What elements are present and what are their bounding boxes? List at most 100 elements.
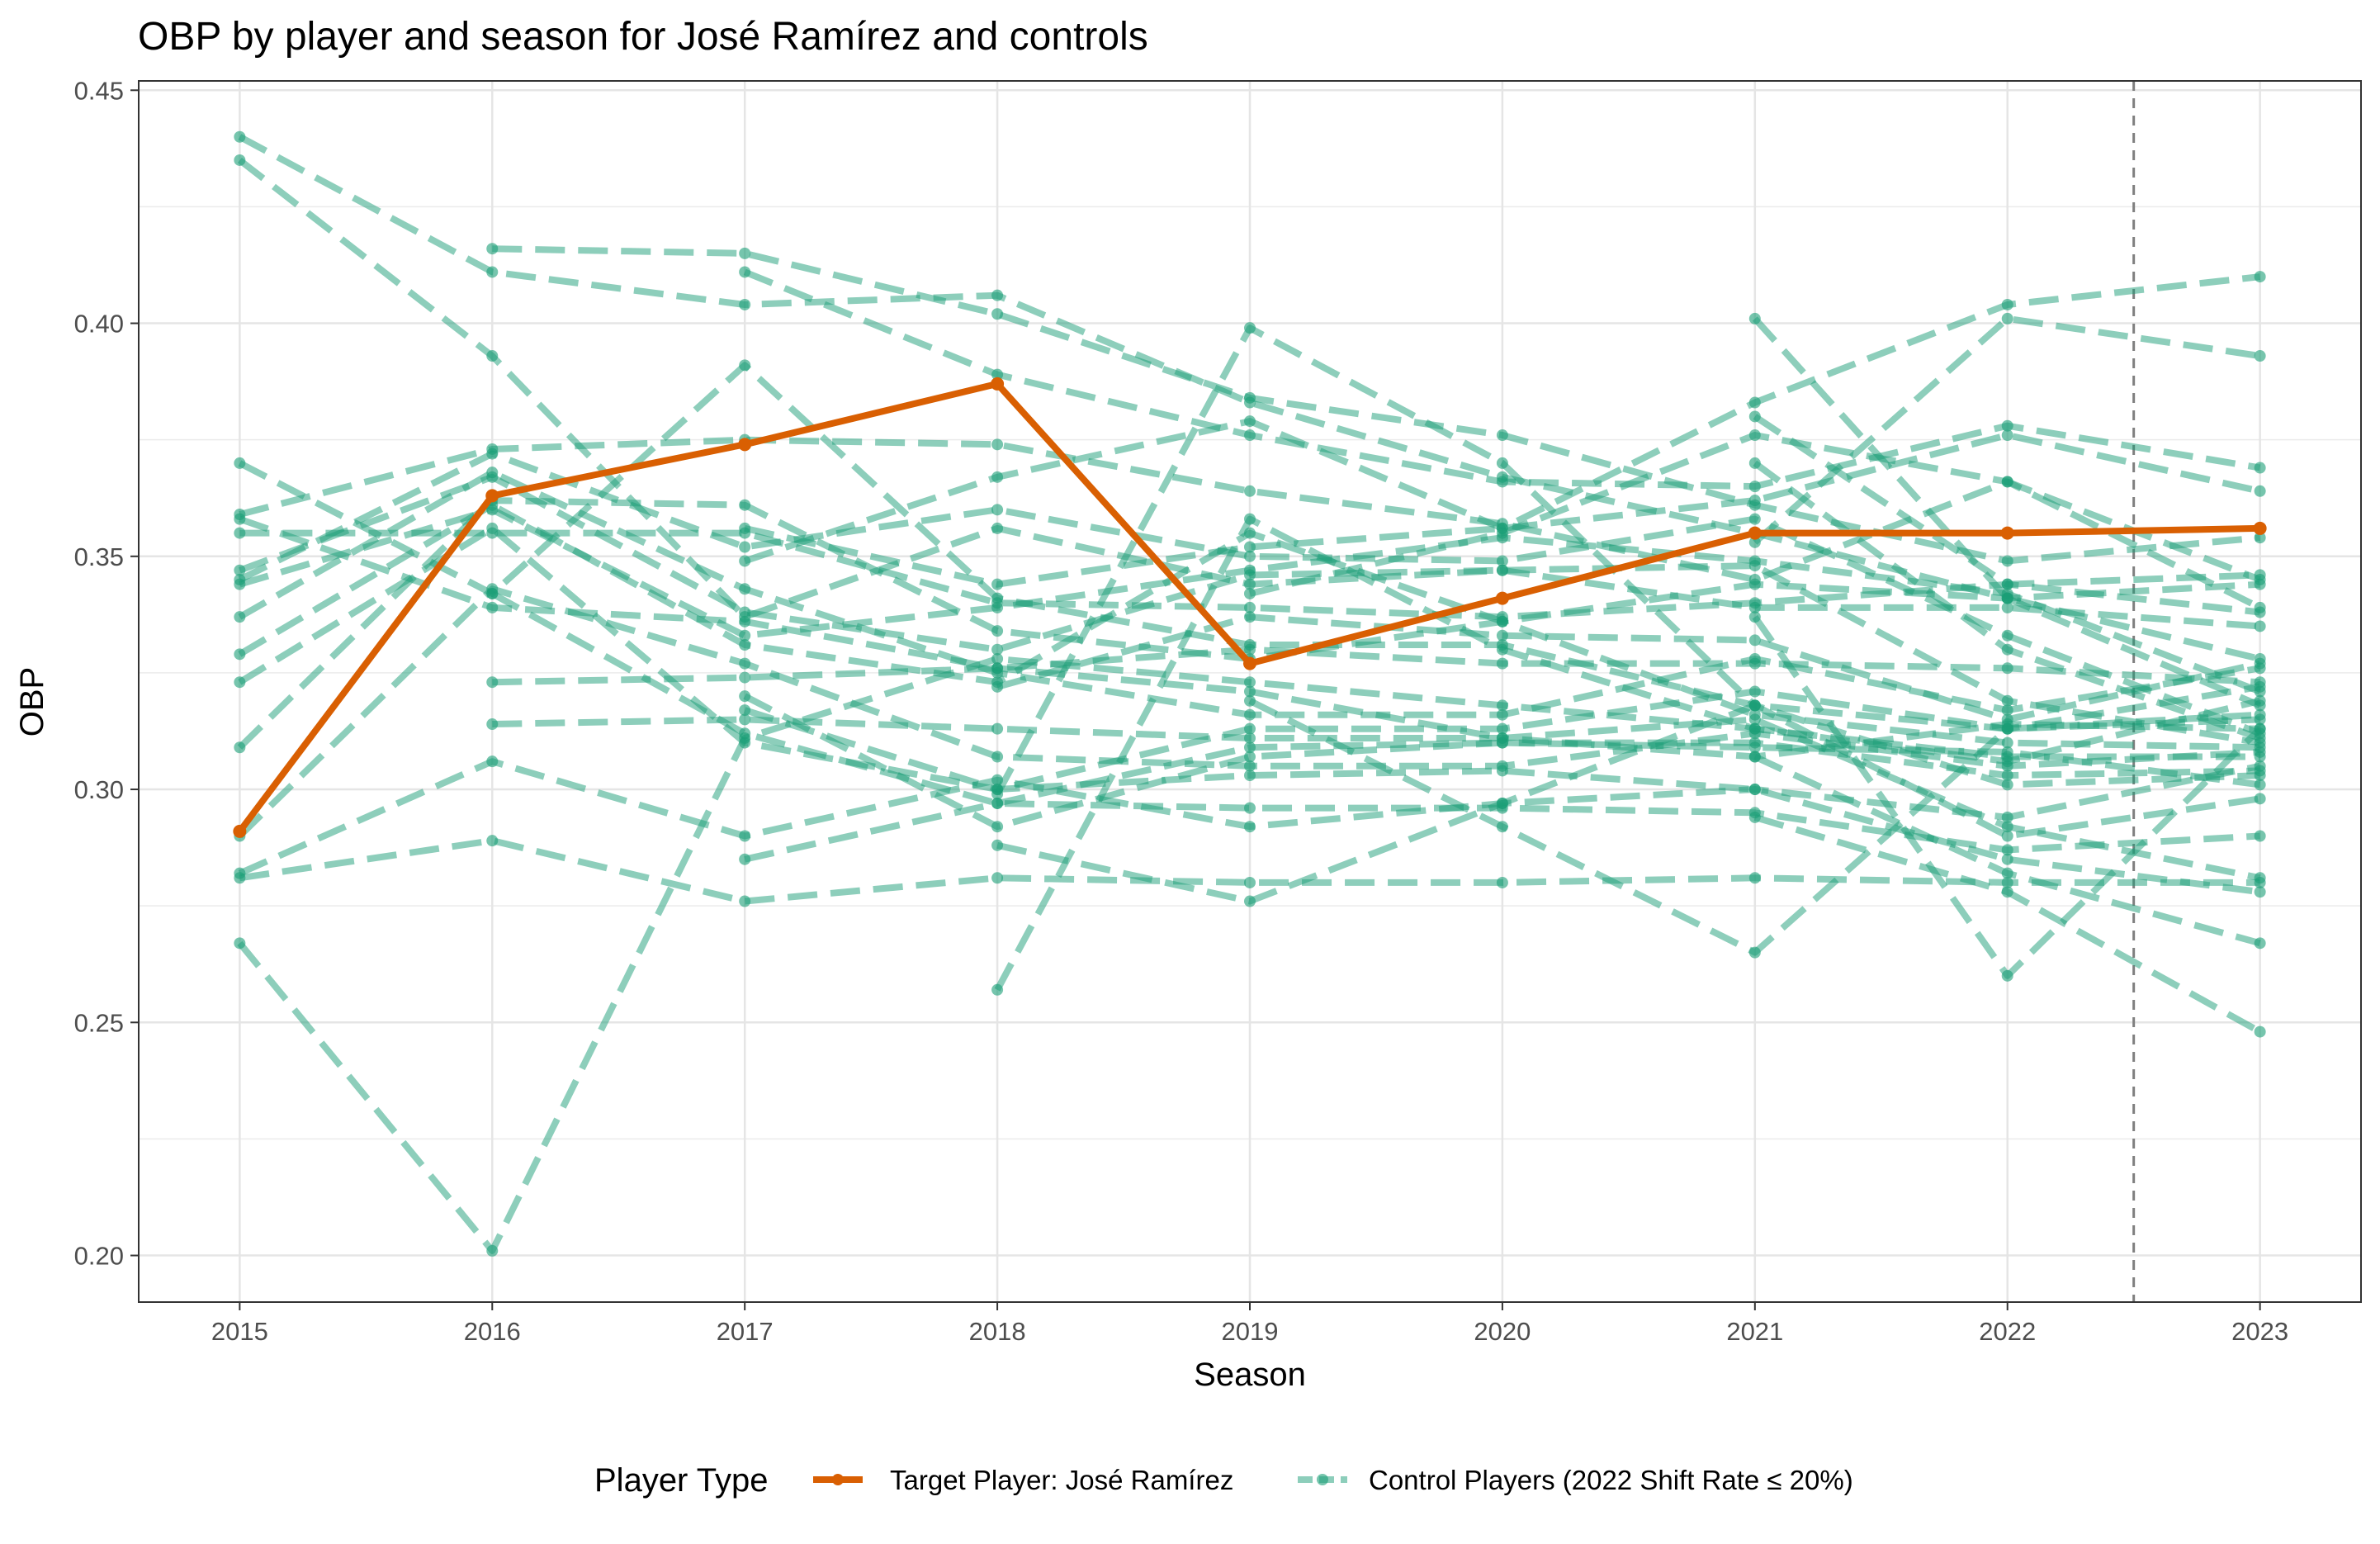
control-point xyxy=(991,751,1004,763)
control-series-line-21 xyxy=(490,590,2260,854)
control-point xyxy=(2254,765,2266,777)
control-point xyxy=(1748,657,1761,670)
control-point xyxy=(1244,722,1256,735)
control-point xyxy=(991,438,1004,451)
control-point xyxy=(991,788,1004,800)
control-point xyxy=(2001,821,2013,833)
control-point xyxy=(2001,713,2013,726)
target-point xyxy=(2000,526,2014,540)
control-point xyxy=(739,853,751,865)
control-point xyxy=(1496,629,1508,642)
control-point xyxy=(1244,415,1256,428)
control-point xyxy=(739,606,751,618)
control-point xyxy=(2254,732,2266,744)
control-point xyxy=(1496,527,1508,539)
control-point xyxy=(739,639,751,651)
control-point xyxy=(2254,708,2266,721)
y-tick-label: 0.35 xyxy=(74,542,124,571)
control-point xyxy=(1496,765,1508,777)
control-point xyxy=(2254,485,2266,497)
control-point xyxy=(2254,578,2266,590)
y-tick-label: 0.25 xyxy=(74,1008,124,1037)
control-point xyxy=(1244,732,1256,744)
control-point xyxy=(2254,937,2266,950)
control-point xyxy=(991,368,1004,381)
control-point xyxy=(991,522,1004,534)
target-point xyxy=(1748,526,1762,540)
control-point xyxy=(739,895,751,907)
control-point xyxy=(486,1244,499,1257)
control-point xyxy=(2001,629,2013,642)
control-point xyxy=(1748,597,1761,609)
control-point xyxy=(234,130,246,143)
target-series-group xyxy=(233,377,2267,838)
x-tick-label: 2021 xyxy=(1726,1317,1783,1346)
control-point xyxy=(486,243,499,255)
control-point xyxy=(739,266,751,278)
control-series-line-8 xyxy=(238,450,2262,737)
control-point xyxy=(1748,685,1761,698)
control-point xyxy=(1496,797,1508,809)
control-point xyxy=(1748,495,1761,507)
control-point xyxy=(1244,485,1256,497)
target-point xyxy=(233,824,247,838)
control-point xyxy=(2001,844,2013,856)
control-point xyxy=(2001,429,2013,442)
control-point xyxy=(1496,657,1508,670)
target-point xyxy=(485,489,499,503)
control-point xyxy=(1496,876,1508,888)
control-point xyxy=(1748,634,1761,646)
control-point xyxy=(1244,578,1256,590)
control-point xyxy=(1496,615,1508,628)
control-point xyxy=(991,797,1004,809)
control-point xyxy=(2001,811,2013,823)
control-point xyxy=(1244,611,1256,623)
control-point xyxy=(739,522,751,534)
control-point xyxy=(2001,555,2013,567)
control-point xyxy=(1748,872,1761,884)
control-point xyxy=(991,289,1004,301)
control-point xyxy=(234,527,246,539)
control-point xyxy=(2001,722,2013,735)
control-point xyxy=(1244,770,1256,782)
control-point xyxy=(1244,685,1256,698)
control-point xyxy=(1244,429,1256,442)
control-point xyxy=(1748,481,1761,493)
control-point xyxy=(739,359,751,372)
y-tick-label: 0.40 xyxy=(74,310,124,339)
control-point xyxy=(1496,457,1508,469)
control-point xyxy=(991,983,1004,996)
control-point xyxy=(1244,550,1256,562)
control-series-line-19 xyxy=(492,646,2260,686)
legend-key-control-point xyxy=(1317,1474,1328,1485)
control-point xyxy=(1244,601,1256,613)
control-point xyxy=(234,154,246,166)
control-point xyxy=(991,774,1004,786)
x-tick-label: 2023 xyxy=(2231,1317,2288,1346)
control-point xyxy=(991,471,1004,483)
control-point xyxy=(234,578,246,590)
control-point xyxy=(2001,867,2013,879)
control-point xyxy=(2001,476,2013,488)
target-point xyxy=(991,377,1005,391)
control-point xyxy=(991,839,1004,851)
control-point xyxy=(486,266,499,278)
control-point xyxy=(1748,699,1761,712)
control-point xyxy=(2254,1025,2266,1038)
control-point xyxy=(1244,876,1256,888)
x-tick-label: 2018 xyxy=(969,1317,1026,1346)
control-point xyxy=(2254,532,2266,544)
control-point xyxy=(1748,722,1761,735)
control-point xyxy=(739,671,751,684)
control-point xyxy=(1496,708,1508,721)
control-point xyxy=(2254,350,2266,362)
control-point xyxy=(486,601,499,613)
control-series-line-29 xyxy=(994,515,2260,992)
control-point xyxy=(1244,643,1256,656)
control-point xyxy=(739,727,751,740)
control-point xyxy=(739,713,751,726)
control-point xyxy=(1748,536,1761,548)
y-tick-label: 0.30 xyxy=(74,775,124,804)
control-point xyxy=(1244,541,1256,553)
